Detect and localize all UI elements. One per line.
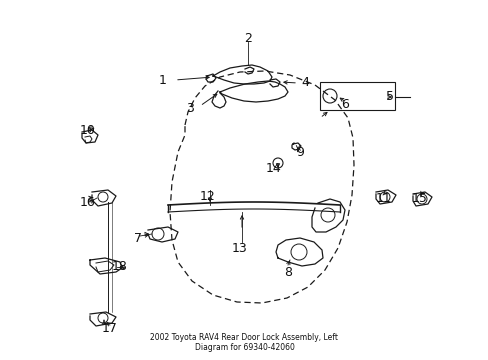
Text: 2: 2 <box>244 31 251 45</box>
Text: 8: 8 <box>284 266 291 279</box>
Text: 5: 5 <box>385 90 393 104</box>
Text: 13: 13 <box>232 242 247 255</box>
Text: 4: 4 <box>301 77 308 90</box>
Text: 7: 7 <box>134 231 142 244</box>
Bar <box>319 82 394 110</box>
Text: 18: 18 <box>112 261 128 274</box>
Text: 12: 12 <box>200 190 215 203</box>
Text: 14: 14 <box>265 162 281 175</box>
Text: 3: 3 <box>185 102 194 114</box>
Text: 9: 9 <box>295 147 304 159</box>
Text: 1: 1 <box>159 73 166 86</box>
Text: 10: 10 <box>80 123 96 136</box>
Text: 2002 Toyota RAV4 Rear Door Lock Assembly, Left
Diagram for 69340-42060: 2002 Toyota RAV4 Rear Door Lock Assembly… <box>150 333 338 352</box>
Text: 6: 6 <box>340 98 348 111</box>
Text: 15: 15 <box>411 192 427 204</box>
Text: 17: 17 <box>102 321 118 334</box>
Text: 11: 11 <box>375 192 391 204</box>
Text: 16: 16 <box>80 197 96 210</box>
